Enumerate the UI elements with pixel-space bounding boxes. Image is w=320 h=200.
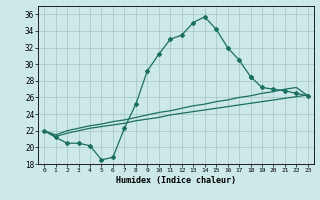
X-axis label: Humidex (Indice chaleur): Humidex (Indice chaleur) <box>116 176 236 185</box>
